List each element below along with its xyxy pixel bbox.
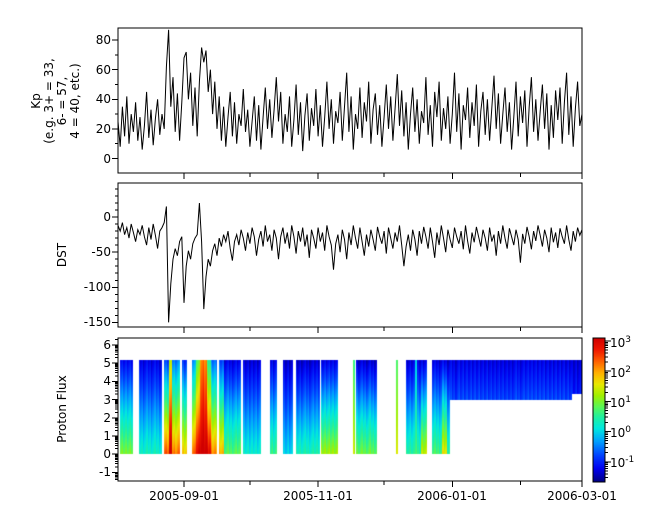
proton-flux-heatmap — [118, 338, 582, 481]
colorbar-tick-label: 103 — [610, 335, 632, 350]
panel-border — [117, 182, 583, 328]
kp-index-line — [117, 29, 583, 152]
y-tick-label: -1 — [99, 465, 111, 480]
x-tick-label-mar: 2006-03-01 — [547, 489, 617, 503]
colorbar-gradient — [593, 338, 605, 482]
y-tick-label: 60 — [95, 62, 111, 77]
y-tick-label: -150 — [83, 315, 111, 330]
colorbar-tick-label: 100 — [610, 425, 632, 440]
y-tick-label: 0 — [103, 210, 111, 224]
y-tick-label: 40 — [95, 92, 111, 107]
y-tick-label: 20 — [95, 121, 111, 136]
x-tick-label-sep: 2005-09-01 — [149, 489, 219, 503]
y-tick-label: 80 — [95, 33, 111, 48]
y-tick-label: 2 — [103, 410, 111, 425]
x-tick-label-jan: 2006-01-01 — [417, 489, 487, 503]
colorbar-tick-label: 101 — [610, 395, 632, 410]
y-tick-label: -100 — [83, 280, 111, 295]
y-tick-label: 0 — [103, 447, 111, 462]
x-tick-label-nov: 2005-11-01 — [283, 489, 353, 503]
y-tick-label: 3 — [103, 392, 111, 407]
colorbar-tick-label: 102 — [610, 365, 632, 380]
colorbar-tick-label: 10-1 — [610, 455, 635, 470]
y-tick-label: 6 — [103, 337, 111, 352]
y-tick-label: 5 — [103, 356, 111, 371]
dst-index-line — [117, 202, 583, 323]
y-tick-label: 1 — [103, 429, 111, 443]
y-tick-label: 4 — [103, 374, 111, 389]
panel-border — [117, 27, 583, 174]
y-tick-label: 0 — [103, 151, 111, 166]
y-tick-label: -50 — [91, 245, 111, 260]
